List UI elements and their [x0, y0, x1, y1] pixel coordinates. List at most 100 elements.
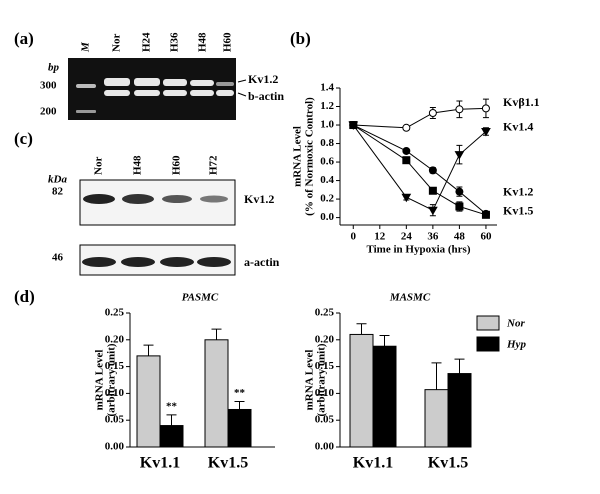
y-tick-label: 0.4	[320, 174, 334, 186]
point	[349, 121, 358, 130]
series-label: Kvβ1.1	[503, 95, 540, 109]
y-axis-label: (arbitrary unit)	[316, 343, 328, 416]
series-label: Kv1.4	[503, 119, 533, 133]
band-label: a-actin	[244, 255, 280, 269]
marker-label: 46	[52, 252, 64, 264]
lane-label: H72	[208, 155, 220, 175]
point	[428, 206, 438, 216]
y-tick-label: 1.2	[320, 100, 334, 112]
x-tick-label: 48	[454, 231, 466, 243]
error-bar	[211, 328, 222, 340]
y-tick-label: 0.05	[105, 414, 125, 426]
y-tick-label: 0.15	[105, 360, 125, 372]
error-bar	[454, 358, 465, 374]
unit: kDa	[48, 174, 67, 186]
point	[455, 202, 464, 211]
bar	[349, 333, 374, 448]
x-tick-label: Kv1.1	[353, 455, 393, 472]
y-tick-label: 0.10	[105, 387, 125, 399]
point	[481, 104, 490, 113]
y-tick-label: 0.00	[105, 441, 125, 453]
y-axis-label: (% of Normoxic Control)	[304, 97, 316, 216]
series-label: Kv1.2	[503, 185, 533, 199]
point	[428, 186, 437, 195]
lane-label: H60	[222, 32, 234, 52]
bar	[227, 408, 252, 448]
point	[454, 151, 465, 160]
y-tick-label: 0.10	[315, 387, 335, 399]
band-label: b-actin	[248, 89, 284, 103]
y-tick-label: 1.0	[320, 119, 334, 131]
point	[402, 123, 411, 132]
series-label: Kv1.5	[503, 204, 533, 218]
y-axis-label: mRNA Level	[292, 126, 304, 187]
point	[402, 156, 411, 165]
band-label: Kv1.2	[248, 72, 278, 86]
annotation: **	[166, 400, 178, 412]
lane-label: H36	[169, 32, 181, 52]
y-tick-label: 0.15	[315, 360, 335, 372]
error-bar	[143, 344, 154, 356]
point	[455, 105, 464, 114]
bar	[447, 373, 472, 448]
legend-swatch	[476, 315, 500, 331]
blot-bands	[82, 257, 231, 267]
legend-label: Hyp	[506, 339, 526, 351]
point	[402, 146, 411, 155]
blot-bands	[83, 194, 228, 204]
y-tick-label: 0.0	[320, 211, 334, 223]
band-label: Kv1.2	[244, 192, 274, 206]
marker-label: 200	[40, 106, 57, 118]
x-tick-label: 24	[401, 231, 413, 243]
x-tick-label: 60	[480, 231, 492, 243]
point	[455, 187, 464, 196]
gel-bands	[76, 78, 234, 113]
chart-title: MASMC	[389, 292, 431, 304]
error-bar	[166, 414, 177, 426]
panel-label: (d)	[14, 287, 35, 306]
gel	[68, 58, 236, 120]
error-bar	[234, 400, 245, 410]
y-tick-label: 0.20	[315, 333, 335, 345]
panel-label: (b)	[290, 29, 311, 48]
y-tick-label: 1.4	[320, 82, 334, 94]
marker-label: 82	[52, 186, 64, 198]
y-tick-label: 0.20	[105, 333, 125, 345]
y-axis-label: mRNA Level	[94, 350, 106, 411]
point	[428, 166, 437, 175]
point	[401, 193, 412, 203]
y-tick-label: 0.2	[320, 193, 334, 205]
lane-label: H48	[132, 155, 144, 175]
bar	[372, 345, 397, 448]
x-tick-label: Kv1.5	[208, 455, 248, 472]
chart-title: PASMC	[182, 292, 219, 304]
x-tick-label: Kv1.1	[140, 455, 180, 472]
error-bar	[356, 323, 367, 335]
pointer	[237, 79, 247, 83]
y-tick-label: 0.8	[320, 137, 334, 149]
unit: bp	[48, 62, 60, 74]
annotation: **	[234, 387, 246, 399]
point	[481, 210, 490, 219]
x-tick-label: 36	[427, 231, 439, 243]
pointer	[237, 92, 247, 97]
bar	[424, 389, 449, 448]
x-tick-label: 12	[374, 231, 386, 243]
point	[481, 128, 491, 137]
panel-label: (c)	[14, 129, 33, 148]
lane-label: H60	[171, 155, 183, 175]
error-bar	[379, 335, 390, 347]
y-tick-label: 0.6	[320, 156, 334, 168]
lane-label: M	[80, 41, 92, 53]
y-tick-label: 0.05	[315, 414, 335, 426]
line	[352, 124, 487, 216]
legend-label: Nor	[506, 318, 525, 330]
y-tick-label: 0.25	[315, 307, 335, 319]
lane-label: H24	[141, 32, 153, 52]
bar	[204, 339, 229, 448]
lane-label: Nor	[111, 34, 123, 52]
line	[353, 107, 486, 129]
y-axis-label: mRNA Level	[304, 350, 316, 411]
point	[428, 108, 437, 117]
